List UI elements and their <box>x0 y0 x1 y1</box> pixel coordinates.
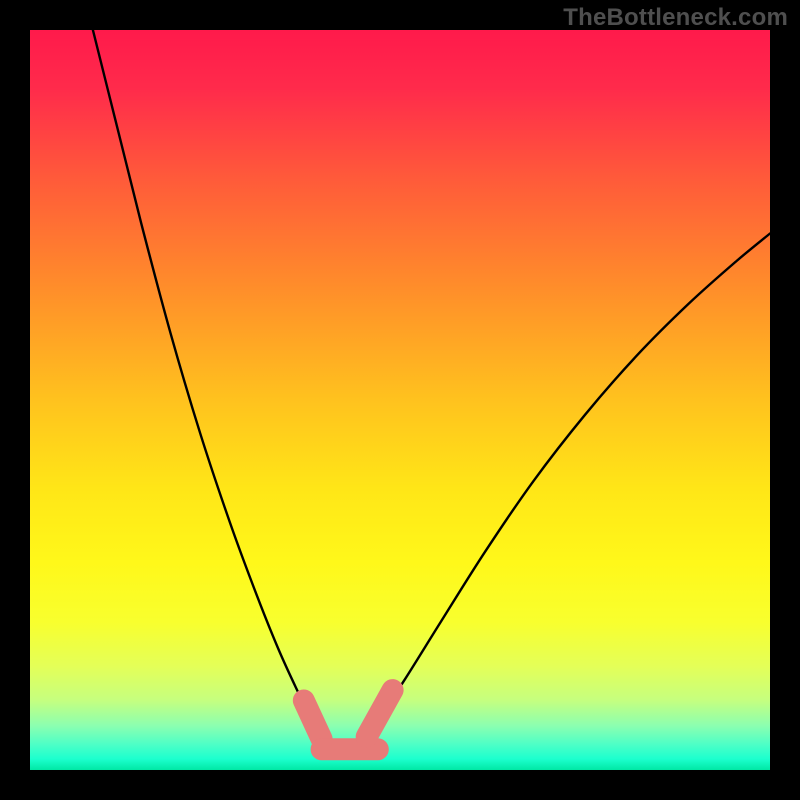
chart-svg <box>30 30 770 770</box>
canvas-root: TheBottleneck.com <box>0 0 800 800</box>
plot-area <box>30 30 770 770</box>
gradient-background <box>30 30 770 770</box>
watermark-text: TheBottleneck.com <box>563 4 788 32</box>
